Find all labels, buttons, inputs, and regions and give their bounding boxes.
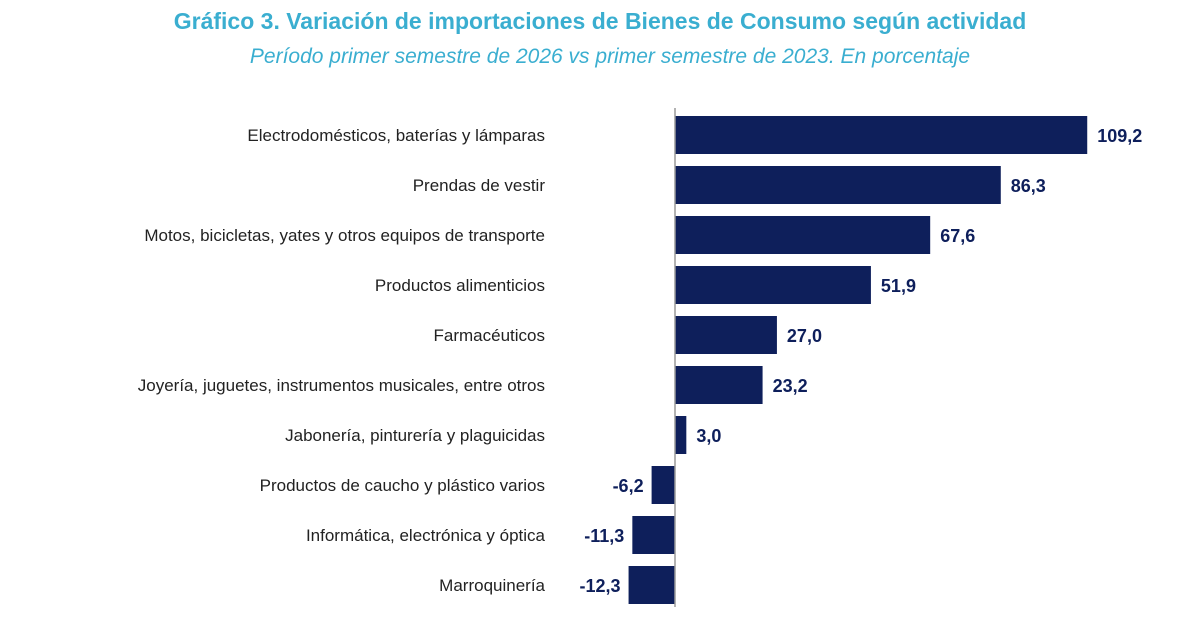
value-label: 3,0 [696,426,721,446]
bar [675,116,1088,154]
category-label: Productos de caucho y plástico varios [260,476,545,495]
bar [628,566,675,604]
bar [632,516,675,554]
category-label: Informática, electrónica y óptica [306,526,546,545]
value-label: -12,3 [580,576,621,596]
value-label: -6,2 [613,476,644,496]
value-label: -11,3 [584,526,624,546]
value-label: 67,6 [940,226,975,246]
bars-group [628,116,1088,604]
chart-title: Gráfico 3. Variación de importaciones de… [173,8,1027,34]
bar [675,166,1001,204]
value-label: 109,2 [1097,126,1142,146]
category-label: Prendas de vestir [413,176,546,195]
bar [675,216,931,254]
chart-subtitle: Período primer semestre de 2026 vs prime… [249,45,971,68]
category-label: Productos alimenticios [375,276,545,295]
bar [675,416,687,454]
bar [675,366,763,404]
category-label: Marroquinería [439,576,545,595]
value-label: 27,0 [787,326,822,346]
value-label: 86,3 [1011,176,1046,196]
category-label: Joyería, juguetes, instrumentos musicale… [138,376,545,395]
bar [651,466,675,504]
category-label: Jabonería, pinturería y plaguicidas [285,426,545,445]
bar [675,316,777,354]
category-label: Electrodomésticos, baterías y lámparas [247,126,545,145]
category-labels-group: Electrodomésticos, baterías y lámparas Pr… [138,126,546,595]
value-labels-group: 109,2 86,3 67,6 51,9 27,0 23,2 3,0 -6,2 -11,3 -12… [580,126,1143,596]
category-label: Farmacéuticos [434,326,545,345]
category-label: Motos, bicicletas, yates y otros equipos… [144,226,545,245]
bar [675,266,871,304]
value-label: 51,9 [881,276,916,296]
value-label: 23,2 [773,376,808,396]
